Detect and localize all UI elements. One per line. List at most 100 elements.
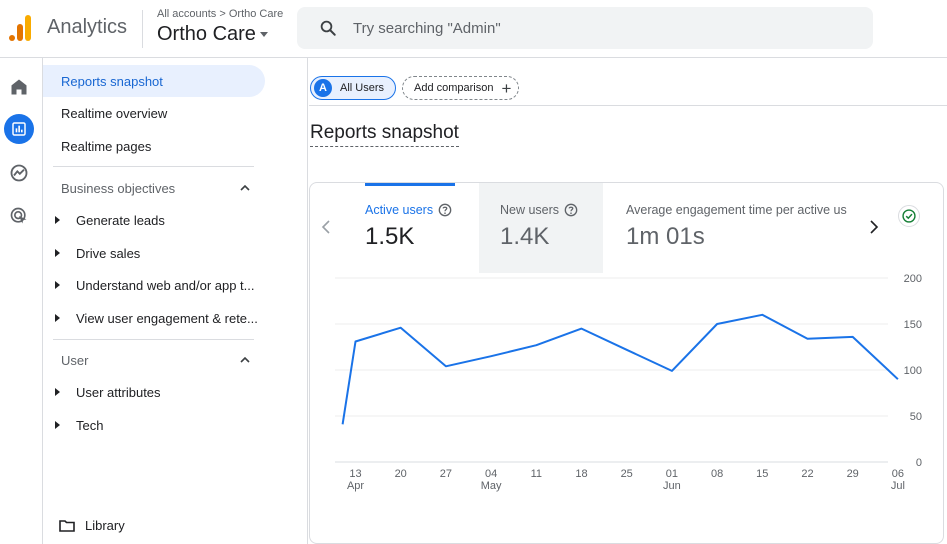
home-button[interactable] [4,72,34,102]
nav-item-label: Realtime pages [61,138,152,154]
app-name: Analytics [47,16,128,38]
home-icon [11,79,27,95]
expand-arrow-icon [55,314,60,322]
y-tick-label: 50 [910,411,922,423]
nav-item-realtime-overview[interactable]: Realtime overview [43,97,265,129]
section-title: Business objectives [61,180,176,196]
x-tick-label: 20 [395,468,407,480]
nav-item-label: Tech [76,417,104,433]
x-tick-label: 04 [485,468,497,480]
x-tick-label: 11 [531,468,542,480]
x-tick-label: 06 [892,468,904,480]
nav-item-generate-leads[interactable]: Generate leads [43,204,265,236]
expand-arrow-icon [55,216,60,224]
explore-button[interactable] [4,158,34,188]
chevron-right-icon[interactable] [868,219,880,235]
top-bar: Analytics All accounts > Ortho Care Orth… [0,0,947,58]
nav-item-label: Generate leads [76,212,165,228]
nav-item-label: Drive sales [76,245,141,261]
metric-label: New users [500,203,560,217]
explore-icon [10,164,28,182]
nav-item-understand-traffic[interactable]: Understand web and/or app t... [43,269,265,301]
reports-icon [12,122,26,136]
section-user[interactable]: User [43,344,265,376]
nav-item-user-attributes[interactable]: User attributes [43,376,265,408]
folder-icon [59,519,75,532]
metric-tabs: Active users 1.5K New users 1.4K Average… [310,183,943,273]
nav-item-realtime-pages[interactable]: Realtime pages [43,130,265,162]
library-label: Library [85,517,125,533]
help-icon[interactable] [564,203,578,217]
search-input[interactable] [353,17,853,39]
reports-button[interactable] [4,114,34,144]
selected-indicator [365,183,455,186]
x-tick-month-label: Jun [663,480,681,492]
page-title[interactable]: Reports snapshot [310,122,459,147]
section-business-objectives[interactable]: Business objectives [43,172,265,204]
expand-arrow-icon [55,421,60,429]
segment-badge: A [314,79,332,97]
chevron-up-icon [240,184,250,191]
breadcrumb[interactable]: All accounts > Ortho Care [157,8,284,20]
metric-label: Average engagement time per active us [626,203,847,217]
analytics-logo-icon[interactable] [8,14,32,42]
x-tick-month-label: Apr [347,480,364,492]
x-tick-label: 15 [756,468,768,480]
metric-tab-engagement-time[interactable]: Average engagement time per active us 1m… [626,183,858,273]
advertising-button[interactable] [4,201,34,231]
expand-arrow-icon [55,281,60,289]
header-divider [142,10,143,48]
chevron-left-icon[interactable] [320,219,332,235]
expand-arrow-icon [55,388,60,396]
nav-item-label: View user engagement & rete... [76,310,258,326]
nav-item-label: Realtime overview [61,105,168,121]
users-line-chart: 200 150 100 50 0 13 Apr 20 27 04 May 11 18 25 01 Jun 08 1… [310,273,943,543]
nav-item-user-engagement[interactable]: View user engagement & rete... [43,302,265,334]
y-tick-label: 0 [916,457,922,469]
x-tick-label: 27 [440,468,452,480]
nav-divider [53,339,254,340]
x-tick-label: 13 [349,468,361,480]
y-tick-label: 200 [904,273,922,285]
x-tick-month-label: May [481,480,502,492]
nav-item-tech[interactable]: Tech [43,409,265,441]
advertising-icon [10,207,27,224]
content-divider [309,105,947,106]
plus-icon: + [501,78,512,98]
library-link[interactable]: Library [59,514,125,536]
metric-value: 1.4K [500,223,550,250]
search-bar[interactable] [297,7,873,49]
nav-item-reports-snapshot[interactable]: Reports snapshot [43,65,265,97]
series-line [341,313,899,425]
chip-label: Add comparison [414,82,494,94]
help-icon[interactable] [438,203,452,217]
chip-label: All Users [340,82,385,94]
section-title: User [61,352,89,368]
metric-label: Active users [365,203,434,217]
metric-tab-active-users[interactable]: Active users 1.5K [365,183,475,273]
check-circle-icon [902,209,916,223]
x-tick-month-label: Jul [891,480,905,492]
x-tick-label: 29 [847,468,859,480]
nav-item-drive-sales[interactable]: Drive sales [43,237,265,269]
chevron-up-icon [240,356,250,363]
y-tick-label: 100 [904,365,922,377]
metric-value: 1m 01s [626,223,705,250]
property-selector[interactable]: Ortho Care [157,23,268,46]
icon-rail [0,58,43,544]
caret-down-icon [259,32,268,38]
expand-arrow-icon [55,249,60,257]
insights-check-button[interactable] [898,205,920,227]
add-comparison-button[interactable]: Add comparison + [402,76,519,100]
y-tick-label: 150 [904,319,922,331]
metric-value: 1.5K [365,223,415,250]
metric-tab-new-users[interactable]: New users 1.4K [479,183,603,273]
nav-item-label: User attributes [76,384,161,400]
property-name: Ortho Care [157,23,256,45]
all-users-chip[interactable]: A All Users [310,76,396,100]
x-tick-label: 22 [801,468,813,480]
main-content: A All Users Add comparison + Reports sna… [309,58,947,544]
nav-item-label: Reports snapshot [61,73,163,89]
x-tick-label: 25 [621,468,633,480]
